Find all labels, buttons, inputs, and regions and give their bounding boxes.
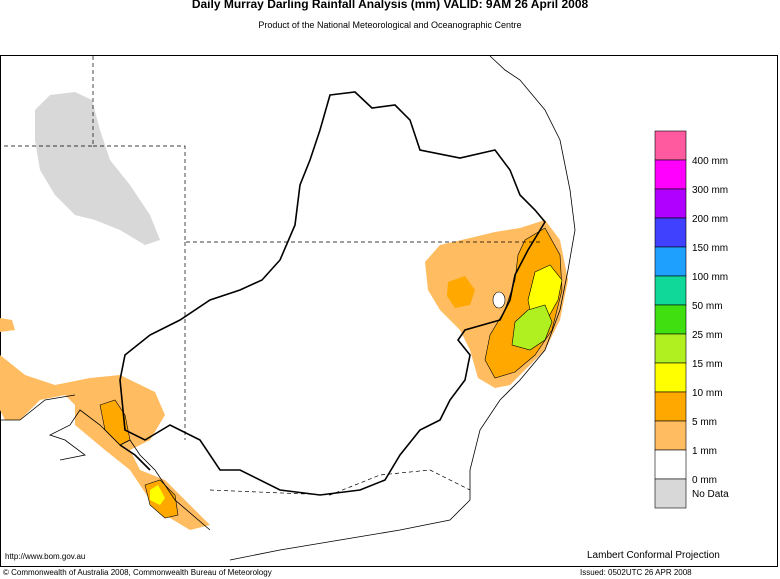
legend-swatch — [654, 275, 687, 306]
rain-10mm — [527, 264, 563, 321]
legend-swatch — [654, 362, 687, 393]
legend-swatch — [654, 449, 687, 480]
title: Daily Murray Darling Rainfall Analysis (… — [192, 0, 589, 11]
legend-label: 300 mm — [692, 185, 728, 196]
legend-swatch — [654, 391, 687, 422]
rain-10mm-coast — [150, 485, 165, 505]
legend-swatch — [654, 333, 687, 364]
legend-label: 0 mm — [692, 475, 717, 486]
footer-projection: Lambert Conformal Projection — [587, 550, 720, 561]
legend-swatch — [654, 304, 687, 335]
footer-issued: Issued: 0502UTC 26 APR 2008 — [580, 568, 692, 577]
legend-label: 10 mm — [692, 388, 723, 399]
legend-label: 15 mm — [692, 359, 723, 370]
legend-note: No Data — [692, 489, 729, 500]
legend-label: 25 mm — [692, 330, 723, 341]
legend: 400 mm 300 mm 200 mm 150 mm 100 mm 50 mm 25 mm… — [654, 130, 729, 509]
legend-label: 1 mm — [692, 446, 717, 457]
basin-outline-tail — [119, 444, 151, 471]
basin-outline — [119, 91, 546, 496]
footer-url: http://www.bom.gov.au — [5, 552, 85, 561]
rainfall-areas — [0, 220, 568, 530]
legend-label: 400 mm — [692, 156, 728, 167]
state-borders — [0, 56, 540, 496]
legend-label: 5 mm — [692, 417, 717, 428]
legend-swatch — [654, 246, 687, 277]
coastline — [0, 55, 576, 561]
legend-label: 100 mm — [692, 272, 728, 283]
legend-swatch — [654, 130, 687, 161]
legend-swatch — [654, 420, 687, 451]
subtitle: Product of the National Meteorological a… — [258, 20, 521, 30]
legend-swatch — [654, 478, 687, 509]
footer-copyright: © Commonwealth of Australia 2008, Common… — [3, 568, 272, 577]
map-frame — [0, 55, 778, 567]
rain-15mm — [511, 304, 553, 351]
legend-swatch — [654, 159, 687, 190]
legend-label: 150 mm — [692, 243, 728, 254]
rain-dry-spot — [492, 291, 506, 309]
legend-label: 200 mm — [692, 214, 728, 225]
legend-label: 50 mm — [692, 301, 723, 312]
no-data-area — [35, 92, 160, 245]
rain-west — [0, 318, 15, 332]
rain-1mm-south — [0, 355, 210, 530]
legend-swatch — [654, 217, 687, 248]
legend-swatch — [654, 188, 687, 219]
rain-5mm-b — [447, 276, 475, 308]
